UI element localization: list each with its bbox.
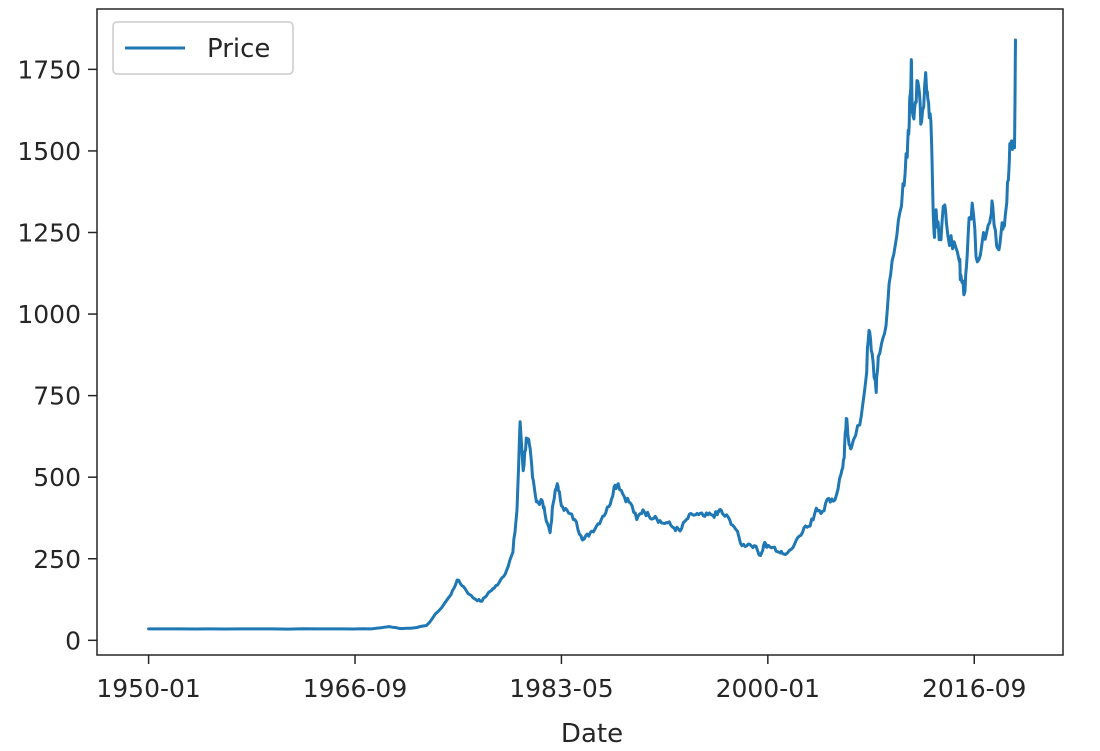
x-tick-label: 1983-05 [509,674,613,703]
y-tick-label: 1250 [17,218,81,247]
y-tick-label: 500 [33,463,81,492]
x-tick-label: 1966-09 [303,674,407,703]
y-tick-label: 750 [33,382,81,411]
y-tick-label: 1500 [17,137,81,166]
legend: Price [112,21,294,75]
x-tick-label: 1950-01 [96,674,200,703]
y-tick-label: 0 [65,626,81,655]
x-axis-ticks: 1950-01 1966-09 1983-05 2000-01 2016-09 [96,655,1026,703]
y-tick-label: 1000 [17,300,81,329]
x-axis-label: Date [561,719,623,749]
legend-label-price: Price [207,34,270,64]
y-tick-label: 250 [33,545,81,574]
legend-box [112,21,294,75]
y-axis-ticks: 0 250 500 750 1000 1250 1500 1750 [17,55,97,655]
x-tick-label: 2016-09 [922,674,1026,703]
series-line-price [147,38,1017,631]
x-tick-label: 2000-01 [716,674,820,703]
axes-frame [96,8,1064,656]
y-tick-label: 1750 [17,55,81,84]
